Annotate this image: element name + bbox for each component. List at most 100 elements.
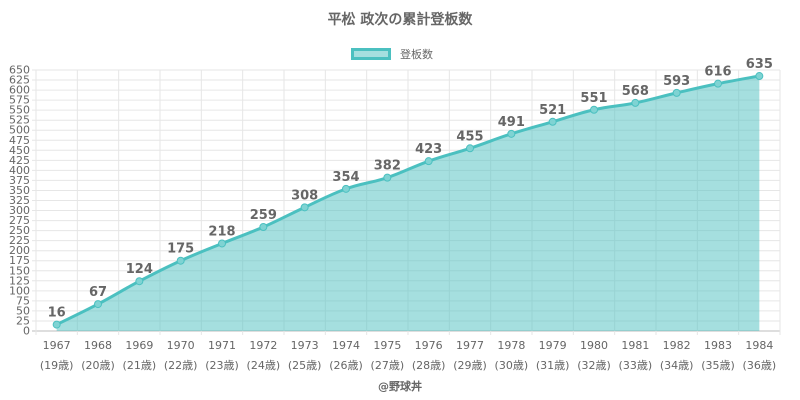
y-tick-label: 225 xyxy=(9,234,30,247)
y-tick-label: 100 xyxy=(9,284,30,297)
series-line xyxy=(56,74,760,326)
y-tick-label: 500 xyxy=(9,124,30,137)
y-tick-label: 125 xyxy=(9,274,30,287)
data-point xyxy=(383,173,392,182)
x-tick-age-label: (33歳) xyxy=(619,359,653,372)
x-tick-age-label: (21歳) xyxy=(123,359,157,372)
y-tick-label: 300 xyxy=(9,204,30,217)
x-tick-label: 1974 xyxy=(332,339,360,352)
y-tick-label: 175 xyxy=(9,254,30,267)
data-label: 67 xyxy=(89,285,107,300)
y-tick-label: 375 xyxy=(9,174,30,187)
axes: 0255075100125150175200225250275300325350… xyxy=(9,64,776,373)
series-area xyxy=(56,76,760,332)
data-point xyxy=(672,88,681,97)
points xyxy=(52,72,764,329)
data-point xyxy=(466,144,474,153)
data-label: 491 xyxy=(498,115,525,130)
x-tick-age-label: (28歳) xyxy=(412,359,446,372)
chart-title: 平松 政次の累計登板数 xyxy=(327,12,473,28)
data-label: 124 xyxy=(126,262,153,277)
y-tick-label: 575 xyxy=(9,94,30,107)
y-tick-label: 150 xyxy=(9,264,30,277)
x-tick-label: 1975 xyxy=(373,339,401,352)
x-tick-age-label: (36歳) xyxy=(743,359,777,372)
legend-label: 登板数 xyxy=(400,48,433,61)
data-label: 521 xyxy=(539,103,566,118)
x-tick-label: 1971 xyxy=(208,339,236,352)
data-point xyxy=(259,223,268,232)
data-point xyxy=(548,117,557,126)
data-label: 382 xyxy=(374,159,401,174)
data-point xyxy=(714,79,722,88)
x-tick-age-label: (32歳) xyxy=(577,359,611,372)
x-tick-age-label: (35歳) xyxy=(701,359,735,372)
data-label: 218 xyxy=(208,224,235,239)
data-labels: 16 67 124 175 218 259 308 354 382 423 455 491 521 551… xyxy=(48,57,773,321)
x-tick-label: 1969 xyxy=(125,339,153,352)
data-label: 635 xyxy=(746,57,773,72)
data-point xyxy=(135,277,144,286)
data-label: 568 xyxy=(622,84,649,99)
x-tick-label: 1972 xyxy=(249,339,277,352)
area-layer xyxy=(56,74,760,332)
x-tick-age-label: (25歳) xyxy=(288,359,322,372)
y-tick-label: 200 xyxy=(9,244,30,257)
x-tick-label: 1978 xyxy=(497,339,525,352)
y-tick-label: 0 xyxy=(23,325,30,338)
y-tick-label: 425 xyxy=(9,154,30,167)
y-tick-label: 550 xyxy=(9,104,30,117)
x-tick-label: 1983 xyxy=(704,339,732,352)
x-tick-age-label: (31歳) xyxy=(536,359,570,372)
data-point xyxy=(52,320,61,329)
x-tick-age-label: (30歳) xyxy=(495,359,529,372)
data-label: 455 xyxy=(456,129,483,144)
x-tick-label: 1984 xyxy=(745,339,773,352)
x-tick-label: 1973 xyxy=(291,339,319,352)
x-tick-label: 1979 xyxy=(539,339,567,352)
x-tick-label: 1970 xyxy=(167,339,195,352)
data-label: 308 xyxy=(291,188,318,203)
x-tick-label: 1968 xyxy=(84,339,112,352)
x-tick-age-label: (29歳) xyxy=(453,359,487,372)
data-point xyxy=(755,72,764,81)
y-tick-label: 525 xyxy=(9,114,30,127)
x-tick-age-label: (23歳) xyxy=(205,359,239,372)
legend-swatch xyxy=(351,48,391,60)
y-tick-label: 75 xyxy=(16,294,30,307)
x-tick-age-label: (27歳) xyxy=(371,359,405,372)
x-tick-age-label: (26歳) xyxy=(329,359,363,372)
y-tick-label: 625 xyxy=(9,74,30,87)
data-label: 551 xyxy=(580,91,607,106)
data-label: 423 xyxy=(415,142,442,157)
data-point xyxy=(94,300,102,309)
y-tick-label: 250 xyxy=(9,224,30,237)
y-tick-label: 450 xyxy=(9,144,30,157)
data-point xyxy=(300,203,309,212)
y-tick-label: 600 xyxy=(9,84,30,97)
x-tick-age-label: (34歳) xyxy=(660,359,694,372)
y-tick-label: 275 xyxy=(9,214,30,227)
x-tick-label: 1967 xyxy=(43,339,71,352)
data-point xyxy=(342,184,350,193)
y-tick-label: 325 xyxy=(9,194,30,207)
y-tick-label: 25 xyxy=(16,314,30,327)
legend[interactable]: 登板数 xyxy=(351,45,433,63)
data-point xyxy=(631,98,640,107)
y-tick-label: 400 xyxy=(9,164,30,177)
x-tick-label: 1980 xyxy=(580,339,608,352)
data-point xyxy=(507,129,516,138)
data-label: 16 xyxy=(48,306,66,321)
x-tick-age-label: (20歳) xyxy=(81,359,115,372)
data-label: 593 xyxy=(663,74,690,89)
y-tick-label: 475 xyxy=(9,134,30,147)
x-tick-label: 1981 xyxy=(621,339,649,352)
y-tick-label: 650 xyxy=(9,64,30,77)
data-point xyxy=(218,239,226,248)
y-tick-label: 50 xyxy=(16,304,30,317)
x-tick-age-label: (19歳) xyxy=(40,359,74,372)
data-label: 259 xyxy=(250,208,277,223)
x-tick-age-label: (24歳) xyxy=(247,359,281,372)
